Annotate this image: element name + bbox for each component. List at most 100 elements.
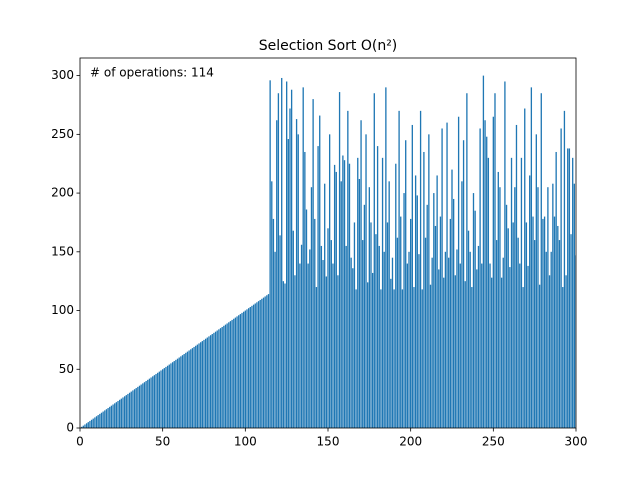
bar	[570, 234, 572, 428]
bar	[211, 334, 213, 428]
bar	[219, 328, 222, 428]
bar	[183, 354, 185, 428]
bar	[190, 349, 192, 428]
bar	[251, 305, 253, 428]
bar	[254, 303, 256, 428]
bar	[152, 376, 154, 428]
bar	[302, 87, 304, 428]
bar	[448, 257, 450, 428]
bar	[223, 325, 225, 428]
x-tick-label: 250	[482, 435, 505, 449]
bar	[157, 372, 159, 428]
x-tick-label: 150	[317, 435, 340, 449]
bar	[558, 240, 561, 428]
bar	[138, 385, 141, 428]
x-tick-label: 200	[399, 435, 422, 449]
bar	[122, 397, 124, 428]
bar	[466, 93, 468, 428]
bar	[274, 251, 276, 428]
bar	[181, 355, 184, 428]
bar	[431, 257, 433, 428]
y-tick-label: 150	[51, 244, 74, 258]
bar	[221, 326, 223, 428]
bar	[340, 181, 342, 428]
bar	[433, 193, 435, 428]
bar	[328, 134, 331, 428]
bar	[416, 195, 418, 428]
bar	[191, 348, 194, 428]
bar	[289, 108, 291, 428]
bar	[502, 257, 504, 428]
bar	[363, 204, 366, 428]
bar	[537, 187, 539, 428]
bar	[320, 245, 323, 428]
bar	[335, 171, 337, 428]
bar	[456, 249, 458, 428]
bar	[439, 216, 442, 428]
bar	[365, 134, 367, 428]
bar	[204, 338, 207, 428]
bar	[542, 218, 544, 428]
bar	[198, 343, 200, 428]
bar	[195, 345, 197, 428]
bar	[408, 251, 410, 428]
bar	[357, 157, 359, 429]
bar	[135, 388, 137, 428]
bar	[538, 284, 541, 428]
bar	[487, 157, 490, 429]
bar	[474, 210, 476, 428]
bar	[535, 134, 537, 428]
bar	[112, 404, 114, 428]
bar	[130, 391, 132, 428]
bar	[573, 183, 576, 428]
bar	[515, 124, 518, 428]
bar	[390, 278, 392, 428]
bar	[391, 257, 394, 428]
bar	[272, 218, 275, 428]
bar	[410, 218, 412, 428]
bar	[264, 296, 266, 428]
bar	[449, 218, 452, 428]
bar	[304, 151, 306, 428]
bar	[305, 209, 308, 428]
bar	[552, 183, 554, 428]
bar	[128, 392, 131, 428]
bar	[171, 362, 174, 428]
bar	[452, 198, 455, 428]
bar	[557, 225, 559, 428]
bar	[282, 281, 285, 428]
bar	[504, 81, 506, 428]
bar	[95, 416, 98, 428]
bar	[520, 157, 523, 429]
bar	[429, 284, 432, 428]
bar	[170, 363, 172, 428]
bar	[540, 93, 542, 428]
bar	[94, 417, 96, 428]
bar	[290, 89, 293, 428]
bar	[137, 386, 139, 428]
bar	[522, 287, 524, 428]
bar	[338, 92, 341, 429]
bar	[380, 289, 382, 428]
bar	[99, 413, 101, 428]
bar	[350, 257, 352, 428]
bar	[307, 263, 309, 428]
bar	[286, 81, 288, 428]
bar	[229, 321, 232, 428]
bar	[423, 151, 425, 428]
bar	[371, 272, 374, 428]
bar	[241, 312, 243, 428]
bar	[368, 187, 370, 428]
bar	[238, 315, 240, 428]
bar	[246, 309, 248, 428]
bar	[446, 122, 448, 428]
bar	[252, 304, 255, 428]
bar	[444, 251, 447, 428]
bar	[85, 423, 88, 428]
bar	[226, 323, 228, 428]
bar	[271, 181, 273, 428]
bar	[337, 275, 339, 428]
bar	[180, 356, 182, 428]
bar	[309, 249, 311, 428]
bar	[114, 403, 116, 428]
